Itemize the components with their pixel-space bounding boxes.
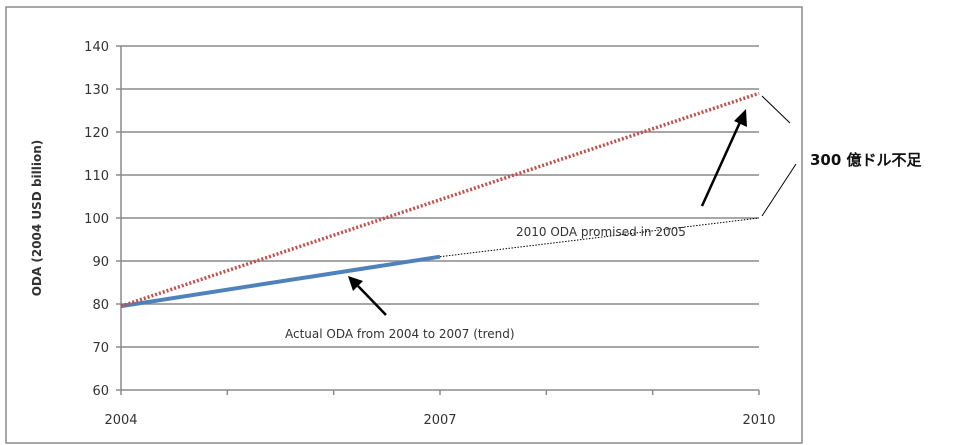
bracket-upper	[761, 95, 791, 124]
actual-annotation: Actual ODA from 2004 to 2007 (trend)	[285, 327, 515, 341]
series-line-actual	[120, 254, 441, 309]
y-tick-label: 100	[84, 212, 109, 227]
actual-arrow-head	[348, 276, 363, 291]
x-tick-label: 2004	[104, 413, 137, 428]
promised-arrow-shaft	[700, 119, 743, 207]
series-lines	[120, 91, 760, 309]
x-tick-labels: 2004 2007 2010	[104, 413, 775, 428]
y-tick-label: 130	[84, 83, 109, 98]
y-tick-label: 60	[92, 384, 109, 399]
axes	[116, 45, 760, 395]
y-axis-label: ODA (2004 USD billion)	[30, 140, 44, 297]
y-tick-label: 70	[92, 341, 109, 356]
x-tick-label: 2010	[742, 413, 775, 428]
x-tick-label: 2007	[423, 413, 456, 428]
gridlines	[121, 45, 759, 348]
y-tick-label: 140	[84, 40, 109, 55]
series-line-promised	[120, 91, 760, 308]
y-tick-label: 90	[92, 255, 109, 270]
bracket-lower	[761, 163, 797, 217]
gap-callout: 300 億ドル不足	[810, 151, 923, 169]
y-tick-labels: 60 70 80 90 100 110 120 130 140	[84, 40, 109, 399]
series-line-trend	[439, 217, 760, 258]
promised-arrow-head	[734, 109, 747, 127]
annotation-arrows	[348, 109, 747, 316]
actual-arrow-shaft	[357, 285, 387, 316]
y-tick-label: 110	[84, 169, 109, 184]
y-tick-label: 120	[84, 126, 109, 141]
y-tick-label: 80	[92, 298, 109, 313]
gap-bracket	[761, 95, 797, 217]
promised-annotation: 2010 ODA promised in 2005	[516, 225, 686, 239]
chart-frame	[5, 6, 803, 444]
